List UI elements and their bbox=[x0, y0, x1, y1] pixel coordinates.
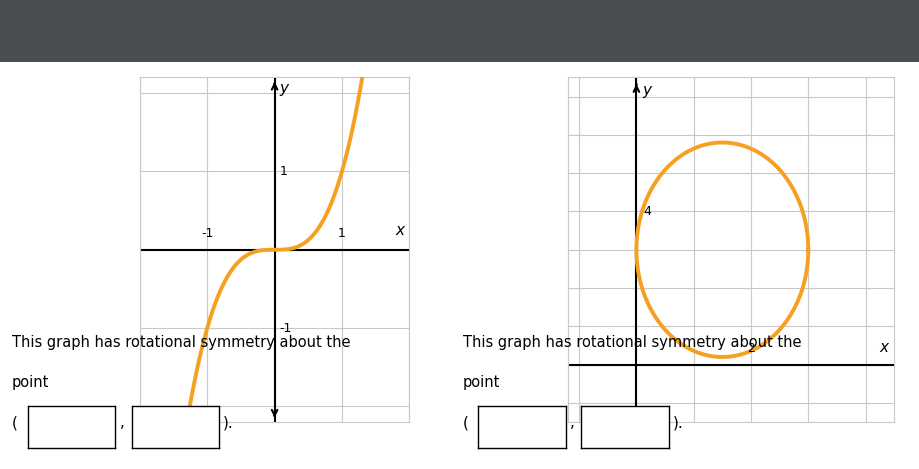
Text: x: x bbox=[394, 223, 403, 238]
Text: (: ( bbox=[462, 415, 468, 430]
Text: (: ( bbox=[12, 415, 17, 430]
Text: This graph has rotational symmetry about the: This graph has rotational symmetry about… bbox=[12, 335, 350, 350]
Text: y: y bbox=[641, 83, 651, 98]
Text: ,: , bbox=[569, 415, 573, 430]
Text: point: point bbox=[462, 375, 500, 390]
Text: 1: 1 bbox=[279, 165, 287, 178]
Text: ,: , bbox=[119, 415, 124, 430]
Text: x: x bbox=[879, 340, 888, 355]
Text: -1: -1 bbox=[279, 322, 291, 334]
Text: ).: ). bbox=[672, 415, 683, 430]
Text: 2: 2 bbox=[746, 342, 754, 355]
Text: -1: -1 bbox=[201, 227, 213, 240]
Text: y: y bbox=[279, 81, 288, 96]
Text: This graph has rotational symmetry about the: This graph has rotational symmetry about… bbox=[462, 335, 800, 350]
Text: point: point bbox=[12, 375, 50, 390]
Text: 1: 1 bbox=[337, 227, 346, 240]
Text: 4: 4 bbox=[642, 205, 651, 218]
Text: ).: ). bbox=[222, 415, 233, 430]
